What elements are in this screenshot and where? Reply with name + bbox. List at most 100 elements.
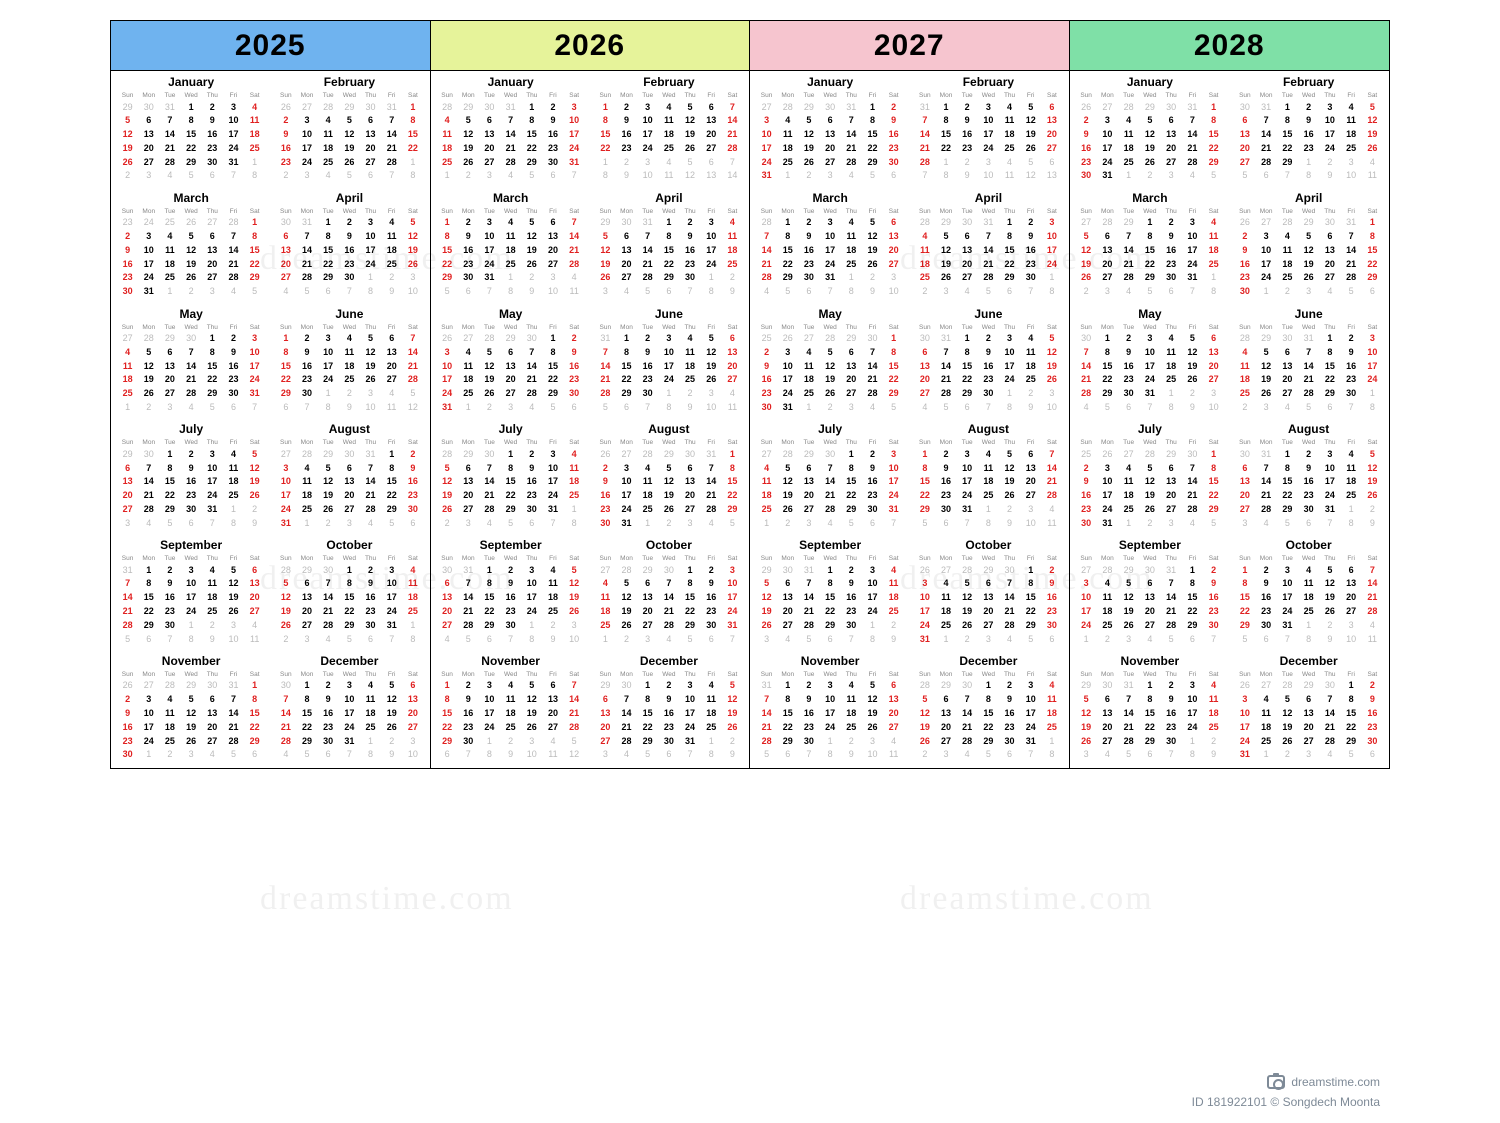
day-cell: 30 xyxy=(1097,679,1118,693)
day-cell: 27 xyxy=(722,373,743,387)
day-cell: 1 xyxy=(1277,447,1298,461)
day-cell: 2 xyxy=(1097,632,1118,646)
day-cell: 10 xyxy=(1277,577,1298,591)
day-cell: 1 xyxy=(521,100,542,114)
dow-label: Thu xyxy=(841,323,862,332)
day-cell: 27 xyxy=(1041,141,1062,155)
day-cell: 12 xyxy=(318,475,339,489)
day-cell: 10 xyxy=(521,577,542,591)
week-row: 262728293012 xyxy=(437,332,585,346)
dow-label: Tue xyxy=(798,207,819,216)
day-cell: 1 xyxy=(318,216,339,230)
week-row: 11121314151617 xyxy=(437,128,585,142)
day-cell: 3 xyxy=(1041,387,1062,401)
day-cell: 1 xyxy=(458,401,479,415)
week-row: 21222324252627 xyxy=(914,141,1062,155)
month-block: MaySunMonTueWedThuFriSat2627282930123456… xyxy=(437,307,585,415)
day-cell: 11 xyxy=(500,230,521,244)
day-cell: 4 xyxy=(159,230,180,244)
day-cell: 11 xyxy=(1277,243,1298,257)
day-cell: 31 xyxy=(1319,503,1340,517)
day-cell: 30 xyxy=(500,618,521,632)
dow-label: Thu xyxy=(679,207,700,216)
day-cell: 4 xyxy=(658,155,679,169)
month-title: February xyxy=(914,75,1062,89)
day-cell: 7 xyxy=(935,345,956,359)
day-cell: 25 xyxy=(1256,734,1277,748)
day-cell: 17 xyxy=(244,359,265,373)
day-cell: 10 xyxy=(542,461,563,475)
week-row: 19202122232425 xyxy=(1076,720,1225,734)
day-cell: 1 xyxy=(935,632,956,646)
month-title: January xyxy=(1076,75,1225,89)
week-row: 12131415161718 xyxy=(756,591,904,605)
day-cell: 21 xyxy=(1118,720,1139,734)
dow-label: Fri xyxy=(542,670,563,679)
day-cell: 22 xyxy=(1203,489,1224,503)
day-cell: 28 xyxy=(1341,271,1362,285)
week-row: 1234567 xyxy=(437,169,585,183)
day-cell: 15 xyxy=(1203,128,1224,142)
day-cell: 17 xyxy=(820,707,841,721)
day-cell: 12 xyxy=(722,693,743,707)
dow-label: Fri xyxy=(1020,323,1041,332)
day-cell: 4 xyxy=(1277,401,1298,415)
day-cell: 8 xyxy=(1319,345,1340,359)
day-cell: 4 xyxy=(1298,563,1319,577)
day-cell: 2 xyxy=(159,748,180,762)
day-cell: 29 xyxy=(798,100,819,114)
day-cell: 1 xyxy=(339,563,360,577)
day-cell: 31 xyxy=(1118,679,1139,693)
dow-label: Fri xyxy=(701,554,722,563)
day-cell: 4 xyxy=(1362,618,1383,632)
day-cell: 4 xyxy=(360,679,381,693)
day-cell: 15 xyxy=(1319,359,1340,373)
day-cell: 4 xyxy=(679,332,700,346)
day-cell: 18 xyxy=(1118,489,1139,503)
day-cell: 4 xyxy=(999,100,1020,114)
day-cell: 10 xyxy=(957,461,978,475)
day-cell: 8 xyxy=(1139,693,1160,707)
day-cell: 8 xyxy=(701,748,722,762)
day-cell: 30 xyxy=(914,332,935,346)
week-row: 17181920212223 xyxy=(914,605,1062,619)
day-cell: 31 xyxy=(914,100,935,114)
week-row: 45678910 xyxy=(437,632,585,646)
day-cell: 2 xyxy=(381,271,402,285)
day-cell: 12 xyxy=(381,693,402,707)
day-cell: 12 xyxy=(437,475,458,489)
day-cell: 7 xyxy=(1161,748,1182,762)
month-block: OctoberSunMonTueWedThuFriSat123456789101… xyxy=(1234,538,1383,646)
week-row: 2728291234 xyxy=(1234,155,1383,169)
day-cell: 10 xyxy=(1097,128,1118,142)
day-cell: 14 xyxy=(564,693,585,707)
day-cell: 11 xyxy=(223,461,244,475)
day-cell: 16 xyxy=(1118,359,1139,373)
day-cell: 5 xyxy=(756,748,777,762)
day-cell: 7 xyxy=(339,748,360,762)
day-cell: 13 xyxy=(458,475,479,489)
day-cell: 18 xyxy=(159,257,180,271)
day-cell: 6 xyxy=(1298,693,1319,707)
day-cell: 18 xyxy=(841,707,862,721)
dow-label: Tue xyxy=(637,323,658,332)
day-cell: 3 xyxy=(318,332,339,346)
dow-label: Tue xyxy=(957,554,978,563)
week-row: 3456789 xyxy=(914,577,1062,591)
week-row: 1234567 xyxy=(595,632,743,646)
day-cell: 6 xyxy=(957,230,978,244)
day-cell: 24 xyxy=(722,605,743,619)
day-cell: 8 xyxy=(521,632,542,646)
day-cell: 2 xyxy=(437,516,458,530)
day-cell: 22 xyxy=(275,373,296,387)
week-row: 21222324252627 xyxy=(1076,373,1225,387)
day-cell: 6 xyxy=(595,693,616,707)
week-row: 3456789 xyxy=(595,285,743,299)
week-row: 1234567 xyxy=(275,332,423,346)
dow-label: Fri xyxy=(381,438,402,447)
day-cell: 1 xyxy=(1203,447,1224,461)
day-cell: 5 xyxy=(1203,516,1224,530)
day-cell: 7 xyxy=(914,114,935,128)
day-cell: 16 xyxy=(202,128,223,142)
day-cell: 12 xyxy=(1256,359,1277,373)
